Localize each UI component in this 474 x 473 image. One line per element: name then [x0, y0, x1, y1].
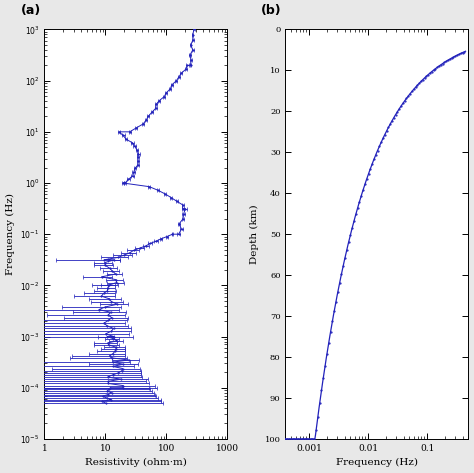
Text: (b): (b)	[261, 4, 282, 17]
Text: (a): (a)	[20, 4, 41, 17]
X-axis label: Resistivity (ohm·m): Resistivity (ohm·m)	[85, 458, 187, 467]
X-axis label: Frequency (Hz): Frequency (Hz)	[336, 458, 418, 467]
Y-axis label: Frequency (Hz): Frequency (Hz)	[6, 193, 15, 275]
Y-axis label: Depth (km): Depth (km)	[250, 204, 259, 264]
